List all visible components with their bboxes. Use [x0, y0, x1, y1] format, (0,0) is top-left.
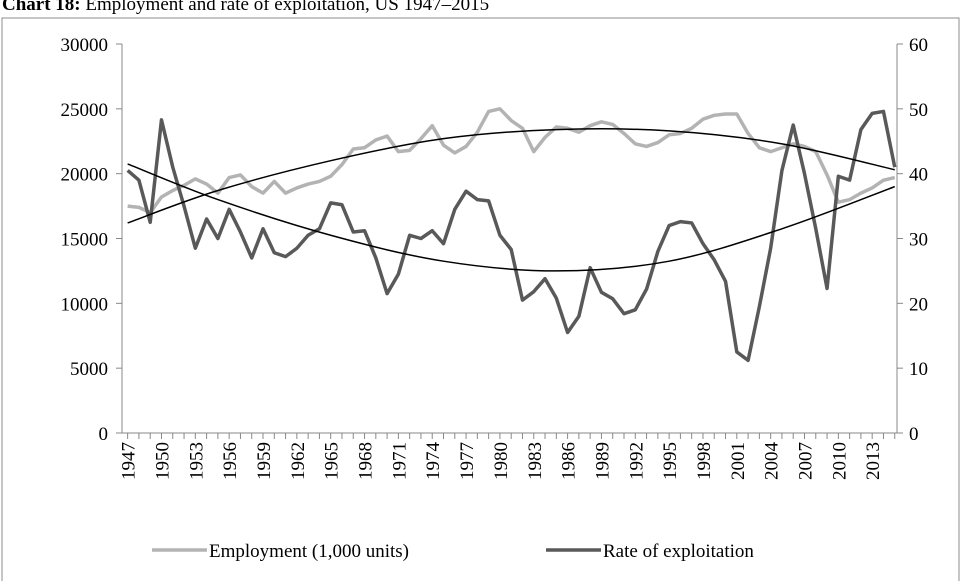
chart-title-text: Employment and rate of exploitation, US …	[85, 0, 489, 15]
x-tick-label: 1980	[491, 442, 512, 480]
x-tick-label: 1977	[457, 442, 478, 480]
x-tick-label: 1971	[389, 442, 410, 480]
x-tick-label: 1956	[220, 442, 241, 480]
legend-label: Rate of exploitation	[603, 541, 754, 562]
x-tick-label: 2007	[795, 442, 816, 480]
y2-tick-label: 10	[909, 359, 928, 380]
y-tick-label: 30000	[61, 35, 109, 56]
y2-tick-label: 40	[909, 165, 928, 186]
x-tick-label: 1968	[356, 442, 377, 480]
x-tick-label: 1959	[254, 442, 275, 480]
x-tick-label: 1965	[322, 442, 343, 480]
trendline	[127, 128, 895, 224]
y2-tick-label: 30	[909, 230, 928, 251]
y-tick-label: 10000	[61, 294, 109, 315]
y2-tick-label: 0	[909, 424, 919, 445]
y2-tick-label: 50	[909, 100, 928, 121]
x-tick-label: 1998	[694, 442, 715, 480]
x-tick-label: 1962	[288, 442, 309, 480]
y2-tick-label: 60	[909, 35, 928, 56]
x-tick-label: 1992	[626, 442, 647, 480]
x-tick-label: 1995	[660, 442, 681, 480]
x-tick-label: 1983	[525, 442, 546, 480]
x-tick-label: 1950	[152, 442, 173, 480]
chart-frame	[1, 17, 960, 581]
x-tick-label: 2001	[728, 442, 749, 480]
x-tick-label: 2010	[829, 442, 850, 480]
series-line	[127, 107, 896, 215]
y-tick-label: 25000	[61, 100, 109, 121]
y-tick-label: 15000	[61, 230, 109, 251]
x-tick-label: 1953	[186, 442, 207, 480]
x-tick-label: 2013	[863, 442, 884, 480]
y-tick-label: 20000	[61, 165, 109, 186]
x-tick-label: 1989	[592, 442, 613, 480]
x-tick-label: 1974	[423, 442, 444, 481]
y-tick-label: 0	[99, 424, 109, 445]
legend-label: Employment (1,000 units)	[209, 541, 409, 562]
x-tick-label: 2004	[762, 442, 783, 481]
chart-title: Chart 18: Employment and rate of exploit…	[2, 0, 489, 15]
y2-tick-label: 20	[909, 294, 928, 315]
y-tick-label: 5000	[70, 359, 108, 380]
series-line	[126, 109, 897, 363]
x-tick-label: 1947	[119, 442, 140, 480]
trendline	[127, 163, 896, 272]
chart-title-label: Chart 18:	[2, 0, 81, 15]
x-tick-label: 1986	[559, 442, 580, 480]
